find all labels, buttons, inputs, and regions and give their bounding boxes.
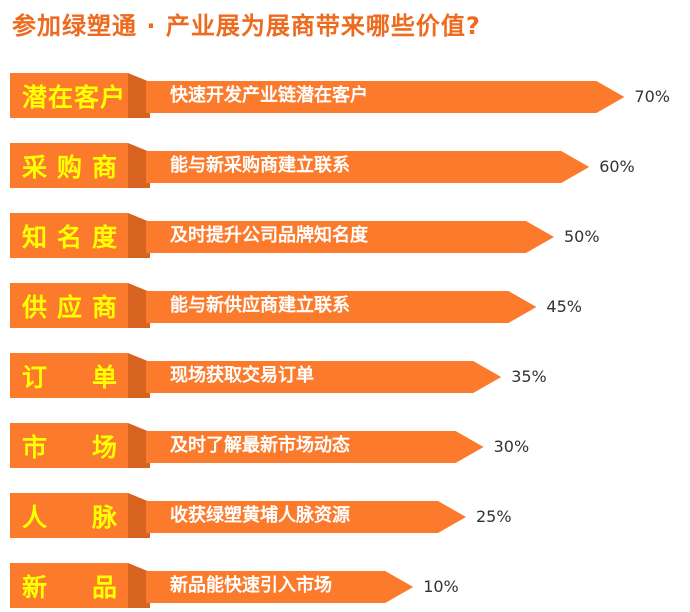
bar-fold (128, 143, 150, 188)
category-label: 订单 (10, 353, 128, 398)
bar-fold (128, 493, 150, 538)
category-label-char: 客 (74, 82, 101, 112)
category-label-char: 新 (22, 572, 49, 602)
category-label-char: 品 (91, 572, 118, 602)
bar-fold (128, 563, 150, 608)
data-label: 50% (564, 227, 600, 246)
bar (146, 81, 624, 113)
bar (146, 221, 554, 253)
data-label: 30% (493, 437, 530, 456)
data-label: 70% (634, 87, 670, 106)
bar-description: 现场获取交易订单 (170, 365, 314, 386)
category-label-char: 购 (56, 152, 83, 182)
category-label-char: 脉 (91, 502, 118, 532)
category-label-char: 度 (91, 222, 118, 252)
bar-description: 能与新采购商建立联系 (170, 155, 350, 176)
category-label-char: 应 (56, 292, 83, 322)
category-label-char: 潜 (22, 82, 49, 112)
category-label-char: 单 (91, 362, 118, 392)
bar-description: 能与新供应商建立联系 (170, 295, 350, 316)
category-label: 新品 (10, 563, 128, 608)
category-label-char: 供 (22, 292, 49, 322)
category-label: 人脉 (10, 493, 128, 538)
bar-fold (128, 213, 150, 258)
page-title: 参加绿塑通 · 产业展为展商带来哪些价值? (12, 12, 481, 40)
bar (146, 361, 501, 393)
bar (146, 431, 484, 463)
data-label: 45% (546, 297, 582, 316)
data-label: 35% (511, 367, 547, 386)
bar (146, 571, 413, 603)
category-label-char: 名 (56, 222, 83, 252)
bar-description: 及时了解最新市场动态 (170, 435, 350, 456)
category-label: 潜在客户 (10, 73, 128, 118)
bar-fold (128, 283, 150, 328)
category-label: 供应商 (10, 283, 128, 328)
bar-description: 快速开发产业链潜在客户 (170, 85, 368, 106)
category-label-char: 订 (22, 362, 49, 392)
bar-description: 收获绿塑黄埔人脉资源 (170, 505, 350, 526)
bar-description: 及时提升公司品牌知名度 (170, 225, 368, 246)
bar (146, 501, 466, 533)
data-label: 25% (476, 507, 512, 526)
category-label: 知名度 (10, 213, 128, 258)
category-label-char: 在 (48, 82, 75, 112)
category-label-char: 商 (91, 152, 118, 182)
data-label: 60% (599, 157, 635, 176)
category-label: 市场 (10, 423, 128, 468)
category-label-char: 商 (91, 292, 118, 322)
category-label-char: 场 (91, 432, 118, 462)
category-label-char: 采 (22, 152, 49, 182)
category-label: 采购商 (10, 143, 128, 188)
bar-fold (128, 73, 150, 118)
data-label: 10% (423, 577, 459, 596)
bar-description: 新品能快速引入市场 (170, 575, 332, 596)
bar (146, 151, 589, 183)
bar-fold (128, 423, 150, 468)
category-label-char: 户 (100, 82, 127, 112)
category-label-char: 市 (22, 432, 49, 462)
bar-fold (128, 353, 150, 398)
category-label-char: 人 (22, 502, 49, 532)
bar (146, 291, 536, 323)
category-label-char: 知 (22, 222, 49, 252)
